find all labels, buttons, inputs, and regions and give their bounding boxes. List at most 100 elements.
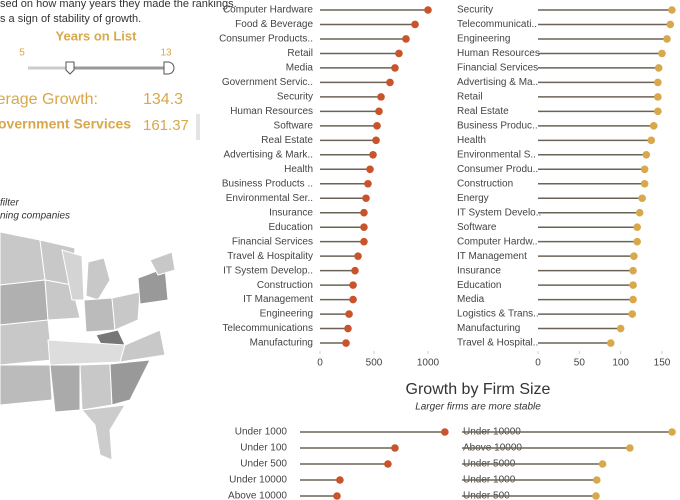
lollipop-dot (384, 460, 392, 468)
lollipop-dot (658, 49, 666, 58)
lollipop-dot (354, 252, 362, 260)
lollipop-dot (649, 122, 658, 130)
category-label: Engineering (457, 34, 510, 45)
map (0, 231, 176, 461)
lollipop-dot (336, 476, 344, 484)
lollipop-dot (366, 165, 374, 174)
x-tick-label: 100 (612, 358, 629, 369)
lollipop-dot (402, 35, 410, 43)
lollipop-dot (598, 460, 607, 468)
category-label: Telecommunications (222, 323, 313, 334)
lollipop-dot (441, 428, 449, 436)
lollipop-dot (369, 151, 377, 159)
lollipop-dot (373, 122, 381, 130)
filter-note: filter (0, 198, 20, 209)
lollipop-dot (592, 492, 600, 500)
lollipop-dot (629, 281, 637, 289)
lollipop-dot (654, 107, 662, 116)
scrollbar[interactable] (196, 114, 200, 140)
lollipop-dot (351, 266, 359, 275)
lollipop-dot (344, 324, 352, 333)
category-label: Logistics & Trans.. (457, 309, 539, 320)
lollipop-dot (654, 78, 662, 87)
lollipop-dot (360, 223, 368, 231)
lollipop-dot (633, 237, 641, 246)
lollipop-dot (654, 93, 662, 101)
x-tick-label: 150 (654, 358, 671, 369)
lollipop-dot (630, 252, 638, 260)
category-label: Construction (257, 280, 313, 291)
category-label: Human Resources (457, 48, 540, 59)
category-label: Software (457, 222, 497, 233)
category-label: Financial Services (232, 236, 313, 247)
slider-handle[interactable] (163, 61, 175, 75)
lollipop-dot (640, 165, 649, 174)
category-label: Above 10000 (228, 491, 287, 500)
category-label: Food & Beverage (235, 19, 313, 30)
category-label: Education (457, 280, 501, 291)
lollipop-dot (638, 194, 646, 203)
category-label: Under 100 (240, 443, 287, 454)
x-tick-label: 50 (574, 358, 586, 369)
lollipop-dot (606, 339, 615, 347)
category-label: Business Produc.. (457, 120, 538, 131)
intro-text: sed on how many years they made the rank… (0, 0, 237, 10)
lollipop-dot (663, 35, 671, 43)
category-label: Under 500 (240, 459, 287, 470)
lollipop-dot (640, 179, 649, 188)
lollipop-dot (386, 78, 394, 87)
category-label: IT Management (243, 294, 313, 305)
category-label: Environmental S.. (457, 149, 536, 160)
category-label: Media (286, 63, 314, 74)
category-label: Travel & Hospitality (227, 251, 313, 262)
slider-min: 5 (19, 48, 25, 59)
category-label: Health (457, 135, 486, 146)
lollipop-dot (666, 20, 675, 29)
lollipop-dot (377, 93, 385, 101)
category-label: Retail (457, 92, 483, 103)
category-label: Travel & Hospital.. (457, 338, 538, 349)
lollipop-dot (633, 223, 641, 231)
category-label: Software (274, 120, 314, 131)
filter-note: ning companies (0, 211, 70, 222)
slider-max: 13 (160, 48, 172, 59)
lollipop-dot (391, 444, 399, 452)
category-label: Consumer Products.. (219, 34, 313, 45)
lollipop-dot (362, 194, 370, 203)
category-label: Insurance (457, 265, 501, 276)
category-label: Retail (287, 48, 313, 59)
category-label: IT System Develo.. (457, 207, 541, 218)
category-label: Environmental Ser.. (226, 193, 313, 204)
lollipop-dot (372, 136, 380, 145)
category-label: Government Servic.. (222, 77, 313, 88)
category-label: Energy (457, 193, 489, 204)
lollipop-dot (333, 492, 341, 500)
lollipop-dot (345, 310, 353, 318)
slider-handle[interactable] (65, 61, 75, 75)
lollipop-dot (349, 295, 357, 304)
category-label: Education (269, 222, 313, 233)
lollipop-dot (628, 310, 637, 318)
summary-label: Average Growth: (0, 91, 98, 108)
chart-title: Growth by Firm Size (406, 381, 551, 398)
lollipop-dot (360, 237, 368, 246)
category-label: Human Resources (230, 106, 313, 117)
intro-text: s a sign of stability of growth. (0, 13, 141, 25)
category-label: Business Products .. (222, 178, 313, 189)
lollipop-dot (424, 6, 432, 14)
lollipop-dot (629, 266, 637, 275)
x-tick-label: 1000 (417, 358, 440, 369)
lollipop-dot (592, 476, 601, 484)
lollipop-dot (391, 64, 399, 72)
category-label: Health (284, 164, 313, 175)
category-label: Advertising & Ma.. (457, 77, 538, 88)
category-label: Engineering (260, 309, 313, 320)
lollipop-dot (626, 444, 634, 452)
category-label: Real Estate (261, 135, 313, 146)
lollipop-dot (629, 295, 637, 304)
highlight-name: overnment Services (0, 116, 131, 132)
category-label: Manufacturing (250, 338, 313, 349)
category-label: Consumer Produ.. (457, 164, 538, 175)
category-label: Computer Hardw.. (457, 236, 538, 247)
